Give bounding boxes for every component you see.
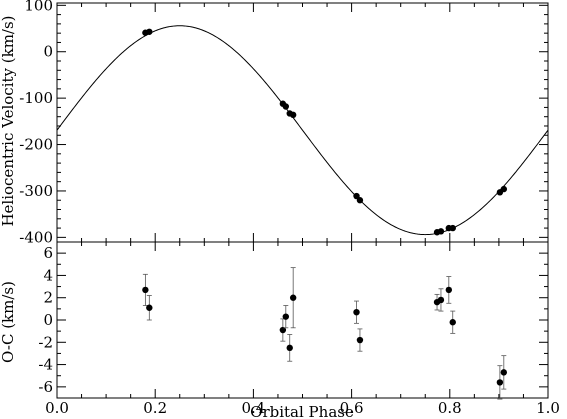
velocity-point (146, 28, 153, 35)
model-velocity-curve (56, 25, 549, 236)
velocity-point (356, 197, 364, 204)
residual-point (286, 344, 293, 352)
top-y-axis-label: Heliocentric Velocity (km/s) (0, 15, 17, 226)
top-y-tick-label: 100 (24, 0, 53, 14)
residual-point (279, 326, 287, 334)
bottom-y-tick-label: 2 (43, 289, 53, 307)
x-tick-label: 1.0 (536, 399, 560, 417)
top-y-ticks: 100 0 -100 -200 -300 -400 (19, 0, 549, 246)
residual-point (437, 296, 445, 304)
residual-point (449, 319, 456, 326)
bottom-y-tick-label: -2 (38, 333, 53, 351)
velocity-point (500, 185, 508, 193)
top-panel: 100 0 -100 -200 -300 -400 Heliocentric Veloci… (0, 0, 549, 246)
x-tick-label: 0.2 (143, 399, 167, 417)
residual-point (289, 294, 297, 301)
residual-points (142, 267, 508, 400)
velocity-point (437, 228, 445, 235)
x-axis-label: Orbital Phase (250, 403, 354, 419)
residual-point (142, 286, 149, 294)
residual-point (445, 286, 453, 294)
x-tick-label: 0.4 (241, 399, 265, 417)
residual-point (353, 309, 360, 316)
velocity-point (282, 103, 290, 110)
bottom-panel: 6 4 2 0 -2 -4 -6 0.0 0.2 0.4 0.6 0.8 1.0 O-C (km/s)… (0, 241, 560, 419)
top-y-tick-label: -300 (19, 182, 53, 200)
velocity-point (449, 224, 456, 232)
x-tick-label: 0.0 (45, 399, 69, 417)
residual-point (282, 313, 290, 320)
bottom-y-tick-label: 0 (43, 311, 53, 329)
x-tick-label: 0.8 (438, 399, 462, 417)
bottom-x-ticks: 0.0 0.2 0.4 0.6 0.8 1.0 (45, 242, 560, 417)
residual-point (146, 304, 153, 311)
top-y-tick-label: -200 (19, 136, 53, 154)
bottom-y-tick-label: -6 (38, 378, 53, 396)
x-tick-label: 0.6 (340, 399, 364, 417)
top-y-tick-label: -100 (19, 89, 53, 107)
bottom-y-tick-label: -4 (38, 356, 53, 374)
bottom-y-ticks: 6 4 2 0 -2 -4 -6 (38, 241, 548, 399)
top-panel-frame (56, 2, 549, 243)
top-y-tick-label: 0 (43, 43, 53, 61)
bottom-y-tick-label: 6 (43, 244, 53, 262)
bottom-y-tick-label: 4 (43, 266, 53, 284)
residual-point (500, 369, 508, 376)
top-points (142, 28, 508, 236)
top-y-tick-label: -400 (19, 228, 53, 246)
bottom-y-axis-label: O-C (km/s) (0, 281, 17, 363)
velocity-point (289, 111, 297, 119)
bottom-panel-frame (56, 241, 549, 399)
residual-point (356, 336, 364, 344)
residual-point (496, 379, 504, 386)
